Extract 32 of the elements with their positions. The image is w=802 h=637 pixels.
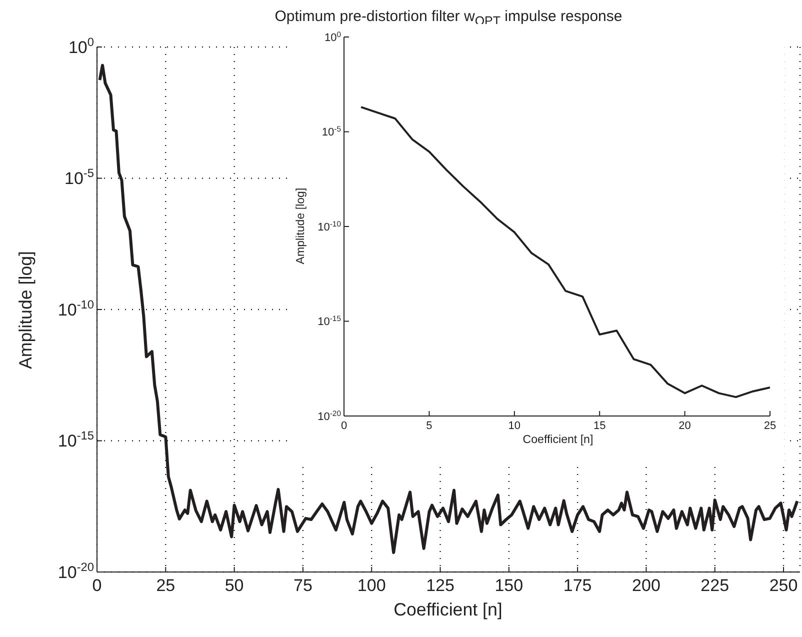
- y-tick-label: 10$^{-10}$: [58, 297, 94, 320]
- y-tick-label: 10$^{0}$: [324, 29, 341, 44]
- y-tick-label: 10$^{-10}$: [318, 218, 341, 234]
- x-tick-label: 150: [494, 576, 524, 595]
- x-tick-label: 75: [293, 576, 312, 595]
- y-tick-label: 10$^{0}$: [68, 34, 94, 57]
- x-tick-label: 20: [678, 420, 691, 432]
- y-axis-title: Amplitude [log]: [15, 250, 36, 370]
- y-tick-label: 10$^{-15}$: [318, 314, 341, 328]
- y-tick-label: 10$^{-5}$: [64, 166, 94, 188]
- x-tick-label: 250: [769, 576, 798, 595]
- x-tick-label: 100: [357, 576, 386, 595]
- y-axis-title: Amplitude [log]: [295, 188, 308, 264]
- x-tick-label: 25: [764, 420, 776, 432]
- x-tick-label: 0: [92, 576, 102, 595]
- x-tick-label: 200: [632, 576, 660, 595]
- x-tick-label: 125: [426, 576, 454, 595]
- x-tick-label: 25: [156, 576, 176, 595]
- y-tick-label: 10$^{-15}$: [58, 428, 94, 451]
- x-axis-title: Coefficient [n]: [522, 434, 594, 448]
- x-tick-label: 0: [340, 420, 348, 432]
- line-series: [360, 106, 770, 398]
- x-tick-label: 175: [563, 576, 592, 595]
- y-tick-label: 10$^{-20}$: [58, 560, 94, 582]
- x-tick-label: 50: [224, 576, 244, 595]
- y-tick-label: 10$^{-5}$: [322, 124, 341, 139]
- x-axis-title: Coefficient [n]: [394, 599, 502, 621]
- x-tick-label: 5: [426, 420, 432, 432]
- x-tick-label: 15: [593, 420, 606, 432]
- x-tick-label: 10: [508, 420, 521, 432]
- x-tick-label: 225: [700, 576, 730, 595]
- y-tick-label: 10$^{-20}$: [318, 408, 341, 423]
